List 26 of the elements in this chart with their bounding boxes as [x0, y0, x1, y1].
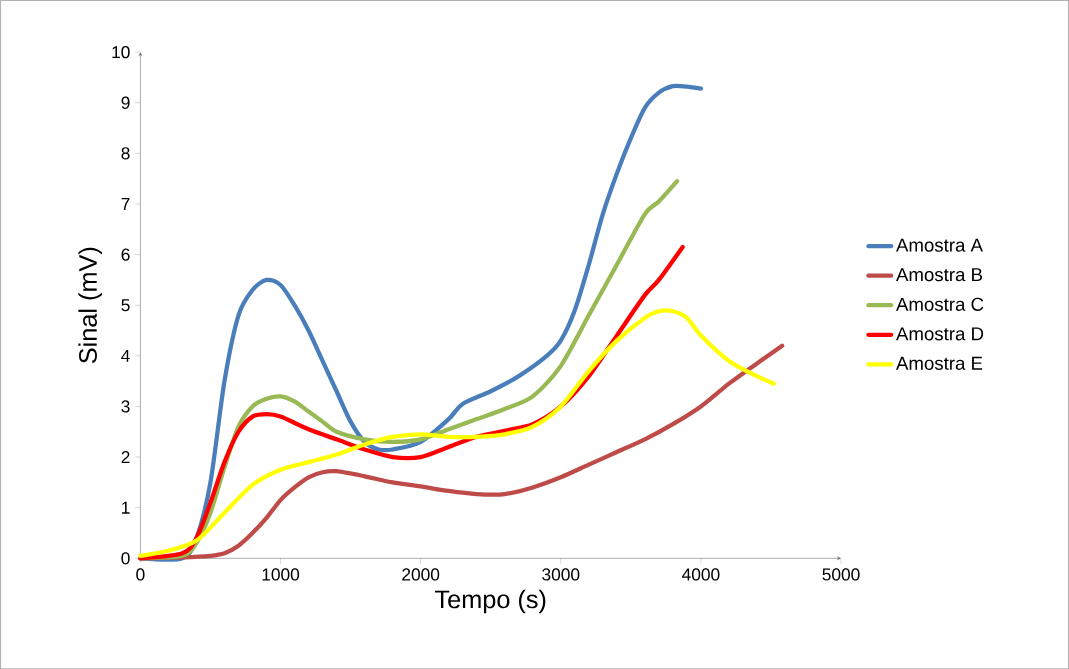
- y-tick-label: 4: [121, 349, 130, 362]
- y-tick-label: 9: [121, 96, 130, 109]
- y-tick-label: 0: [121, 551, 130, 565]
- x-tick-label: 4000: [682, 568, 720, 581]
- y-tick-label: 1: [122, 501, 130, 514]
- y-tick-label: 7: [121, 197, 130, 210]
- y-tick-label: 10: [112, 45, 130, 59]
- y-tick-label: 8: [121, 147, 130, 160]
- line-series: [138, 83, 704, 562]
- x-tick-label: 3000: [542, 568, 580, 581]
- y-tick-label: 6: [121, 248, 130, 261]
- y-tick-label: 3: [121, 400, 130, 413]
- legend-label: Amostra B: [896, 268, 983, 282]
- legend-label: Amostra A: [896, 238, 983, 252]
- legend-label: Amostra E: [896, 356, 983, 370]
- x-tick-label: 0: [136, 568, 145, 581]
- line-series: [138, 308, 776, 558]
- x-tick-label: 2000: [402, 568, 440, 581]
- y-tick-label: 5: [121, 299, 130, 312]
- x-tick-label: 5000: [822, 568, 860, 581]
- legend-label: Amostra D: [896, 327, 984, 341]
- legend-label: Amostra C: [896, 297, 984, 311]
- x-axis-title: Tempo (s): [435, 589, 546, 614]
- y-tick-label: 2: [121, 450, 130, 463]
- y-axis-title: Sinal (mV): [78, 247, 102, 363]
- x-tick-label: 1000: [262, 568, 300, 581]
